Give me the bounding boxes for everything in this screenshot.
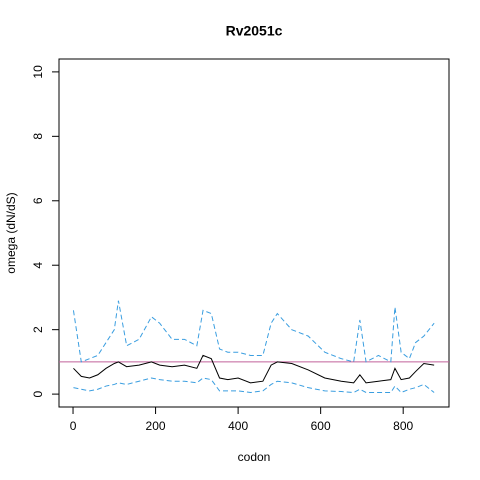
plot-frame: [58, 58, 450, 408]
chart-title: Rv2051c: [226, 23, 283, 39]
series-line: [73, 377, 435, 394]
x-tick-label: 600: [311, 419, 331, 433]
x-tick-label: 800: [393, 419, 413, 433]
y-tick-label: 8: [31, 133, 45, 140]
series-line: [73, 354, 435, 384]
x-tick-label: 0: [70, 419, 77, 433]
x-tick-label: 200: [146, 419, 166, 433]
y-tick-label: 4: [31, 262, 45, 269]
y-tick-label: 6: [31, 197, 45, 204]
y-tick-label: 2: [31, 326, 45, 333]
x-tick-label: 400: [228, 419, 248, 433]
x-axis-label: codon: [238, 450, 271, 464]
series-line: [72, 300, 435, 363]
y-tick-label: 10: [31, 65, 45, 79]
y-axis-label: omega (dN/dS): [4, 192, 18, 273]
y-tick-label: 0: [31, 390, 45, 397]
